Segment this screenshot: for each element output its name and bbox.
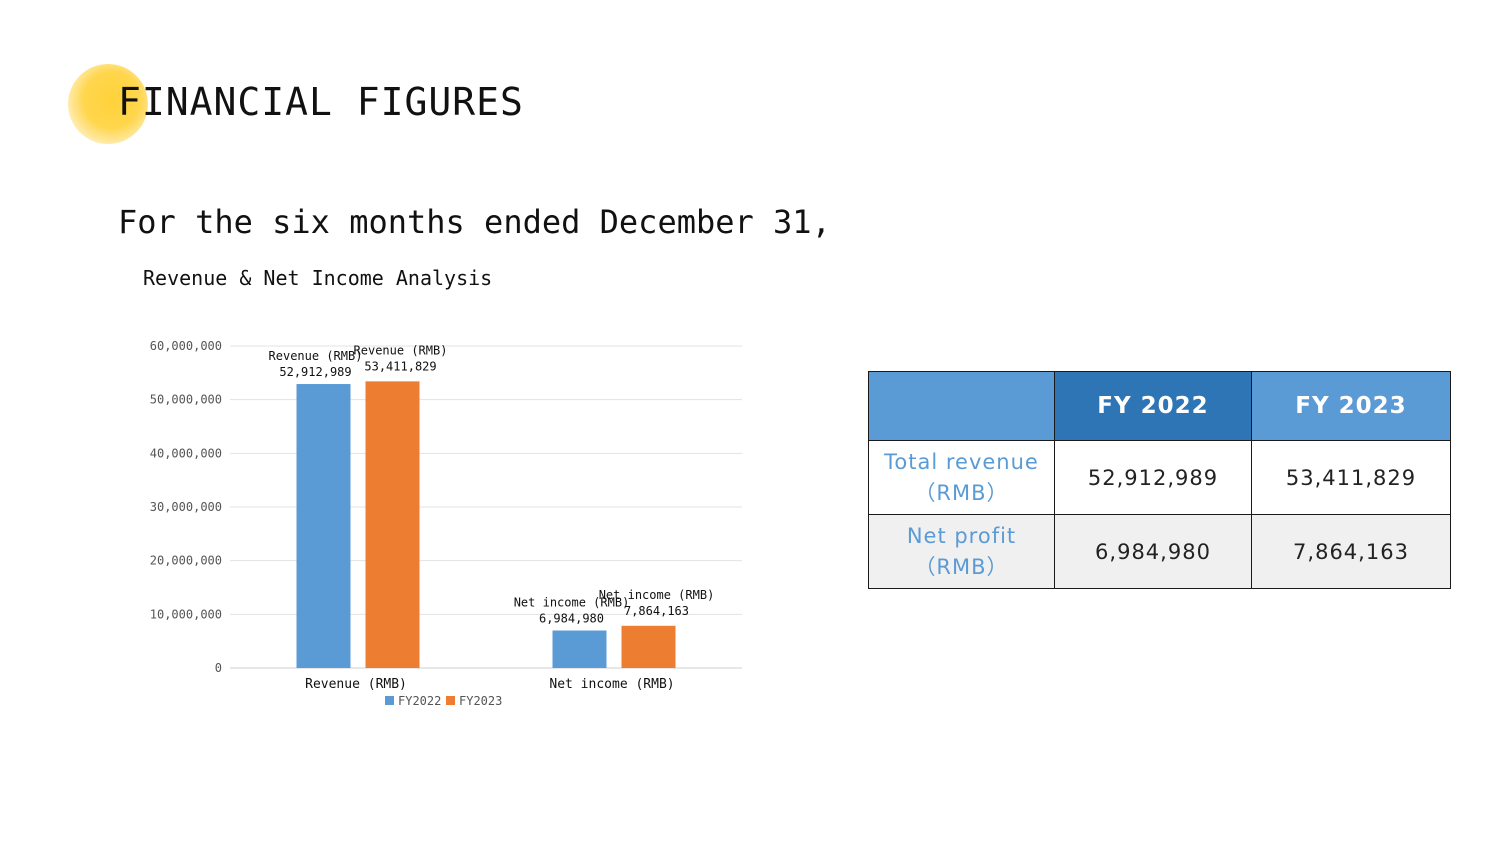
legend-swatch bbox=[385, 696, 394, 705]
table-header-row: FY 2022 FY 2023 bbox=[868, 371, 1451, 441]
row-label-total-revenue: Total revenue （RMB） bbox=[868, 440, 1055, 515]
y-tick-label: 0 bbox=[215, 661, 222, 675]
chart-heading: Revenue & Net Income Analysis bbox=[143, 266, 493, 290]
row-label-net-profit: Net profit （RMB） bbox=[868, 514, 1055, 589]
legend-swatch bbox=[446, 696, 455, 705]
table-cell: 6,984,980 bbox=[1054, 514, 1252, 589]
table-row-net-profit: Net profit （RMB） 6,984,980 7,864,163 bbox=[868, 514, 1451, 589]
row-label-line: Total revenue bbox=[884, 449, 1039, 474]
y-tick-label: 60,000,000 bbox=[150, 339, 222, 353]
row-label-unit: （RMB） bbox=[914, 554, 1009, 579]
legend-label: FY2022 bbox=[398, 694, 441, 708]
y-tick-label: 20,000,000 bbox=[150, 554, 222, 568]
x-tick-label: Net income (RMB) bbox=[549, 677, 674, 692]
table-header-fy2023: FY 2023 bbox=[1251, 371, 1451, 441]
data-label-category: Net income (RMB) bbox=[599, 588, 715, 602]
row-label-line: Net profit bbox=[906, 523, 1017, 548]
data-label-category: Revenue (RMB) bbox=[354, 343, 448, 357]
y-tick-label: 30,000,000 bbox=[150, 500, 222, 514]
data-label-value: 52,912,989 bbox=[279, 365, 351, 379]
data-label-value: 7,864,163 bbox=[624, 604, 689, 618]
revenue-net-income-chart: 0 10,000,000 20,000,000 30,000,000 40,000,00… bbox=[150, 339, 742, 708]
data-label-category: Revenue (RMB) bbox=[269, 349, 363, 363]
bar bbox=[552, 630, 607, 668]
page-title: FINANCIAL FIGURES bbox=[118, 80, 524, 124]
bar bbox=[365, 381, 420, 668]
sun-decoration bbox=[68, 64, 148, 144]
bar bbox=[621, 625, 676, 668]
table-cell: 52,912,989 bbox=[1054, 440, 1252, 515]
table-row-total-revenue: Total revenue （RMB） 52,912,989 53,411,82… bbox=[868, 440, 1451, 515]
page-subtitle: For the six months ended December 31, bbox=[118, 203, 831, 241]
y-tick-label: 50,000,000 bbox=[150, 393, 222, 407]
bar bbox=[296, 384, 351, 668]
y-tick-label: 10,000,000 bbox=[150, 607, 222, 621]
table-cell: 7,864,163 bbox=[1251, 514, 1451, 589]
y-tick-label: 40,000,000 bbox=[150, 446, 222, 460]
x-tick-label: Revenue (RMB) bbox=[305, 677, 407, 692]
row-label-unit: （RMB） bbox=[914, 480, 1009, 505]
data-label-category: Net income (RMB) bbox=[514, 596, 630, 610]
financial-table: FY 2022 FY 2023 Total revenue （RMB） 52,9… bbox=[868, 371, 1451, 589]
table-header-fy2022: FY 2022 bbox=[1054, 371, 1252, 441]
data-label-value: 53,411,829 bbox=[364, 359, 436, 373]
table-header-blank bbox=[868, 371, 1055, 441]
data-label-value: 6,984,980 bbox=[539, 612, 604, 626]
table-cell: 53,411,829 bbox=[1251, 440, 1451, 515]
legend-label: FY2023 bbox=[459, 694, 502, 708]
